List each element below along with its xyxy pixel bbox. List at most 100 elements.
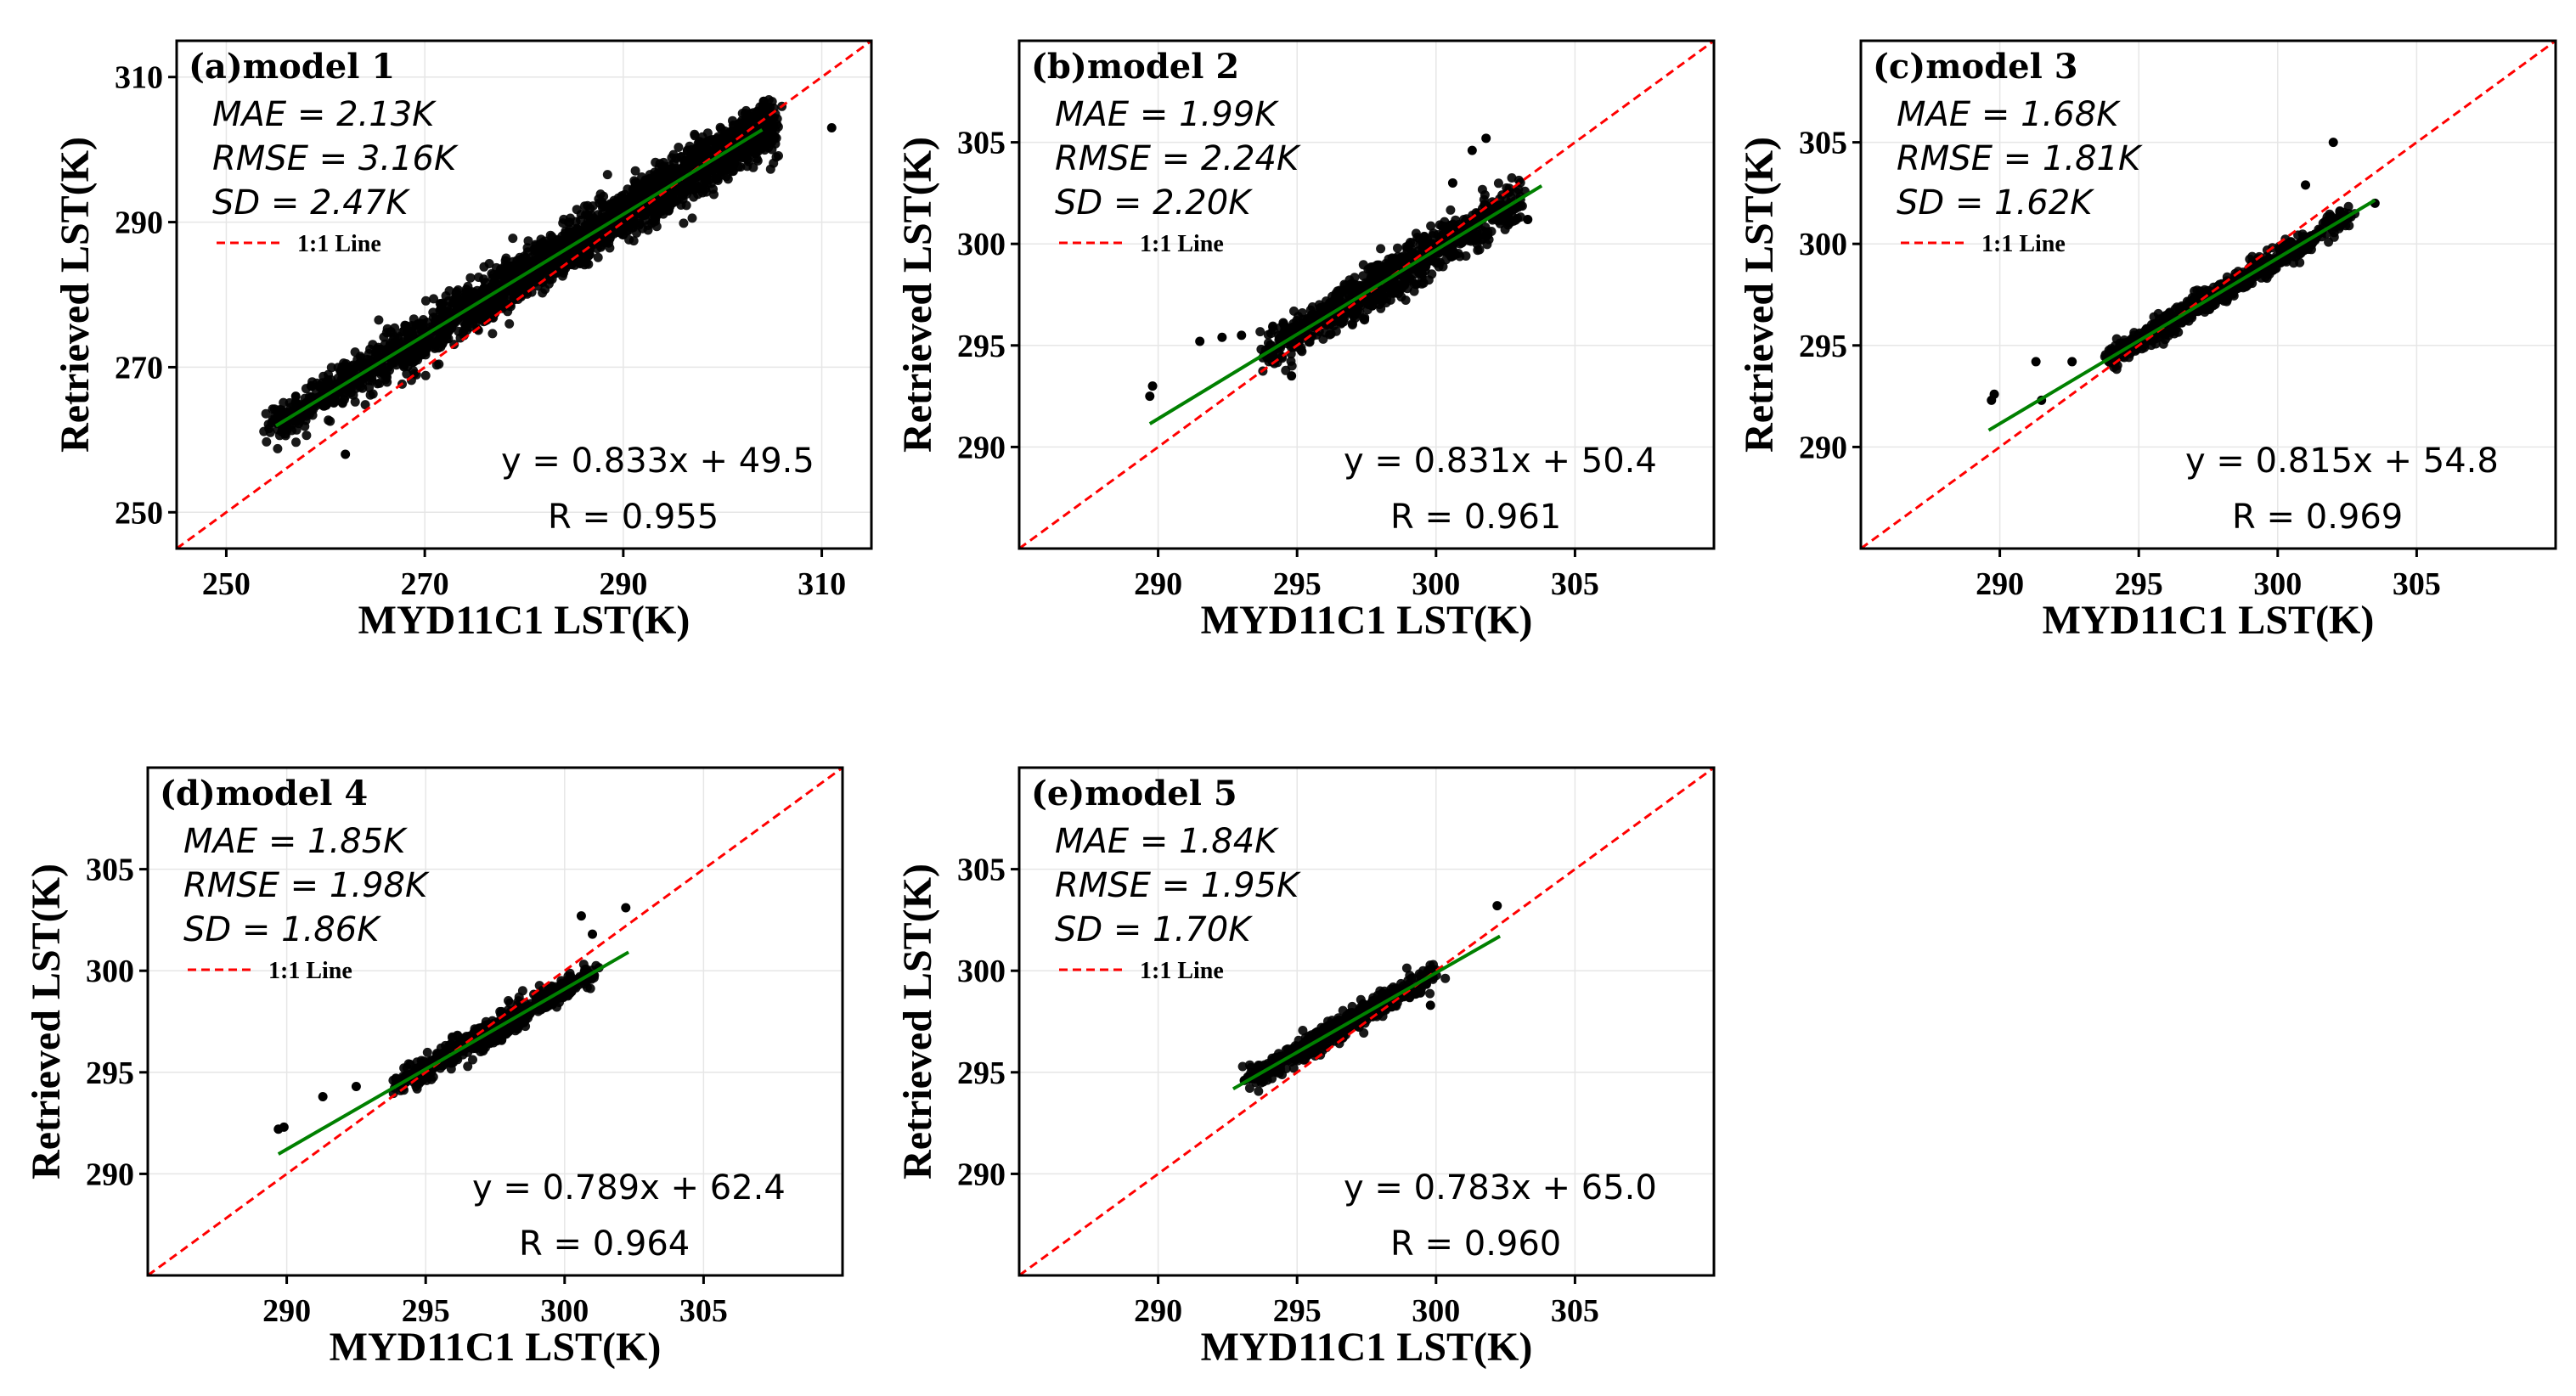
outlier-point	[290, 391, 301, 402]
data-point	[652, 210, 662, 220]
data-point	[1376, 244, 1386, 254]
data-point	[1446, 205, 1456, 215]
data-point	[416, 341, 426, 352]
data-point	[508, 256, 518, 267]
data-point	[602, 170, 612, 180]
y-tick-label: 290	[1799, 430, 1847, 465]
panel-title: (a)model 1	[189, 47, 395, 87]
data-point	[2208, 301, 2218, 311]
data-point	[1266, 329, 1276, 339]
grid-lines	[177, 41, 871, 549]
data-point	[330, 392, 340, 402]
data-point	[760, 101, 770, 110]
data-point	[581, 224, 591, 234]
y-tick-label: 270	[115, 350, 163, 386]
data-point	[471, 307, 482, 318]
data-point	[745, 115, 755, 126]
data-point	[1297, 308, 1307, 318]
x-tick-label: 300	[2253, 566, 2302, 602]
data-point	[471, 317, 482, 327]
x-tick-label: 290	[1134, 566, 1182, 602]
data-point	[348, 360, 358, 370]
outlier-point	[1237, 330, 1247, 341]
data-point	[1331, 294, 1341, 304]
data-point	[679, 218, 689, 228]
data-point	[1307, 302, 1317, 312]
data-point	[488, 329, 498, 339]
data-point	[1385, 295, 1395, 305]
y-tick-label: 300	[957, 227, 1006, 262]
data-point	[479, 262, 489, 272]
data-point	[2161, 311, 2171, 320]
data-point	[428, 341, 438, 352]
data-point	[274, 431, 285, 441]
data-point	[1347, 318, 1357, 329]
regression-equation: y = 0.833x + 49.5	[501, 442, 815, 481]
data-point	[1344, 275, 1355, 285]
data-point	[703, 149, 713, 159]
data-point	[420, 370, 431, 380]
data-point	[697, 170, 707, 180]
data-point	[326, 374, 336, 385]
data-point	[514, 1021, 524, 1031]
data-point	[1286, 349, 1296, 359]
data-point	[291, 437, 301, 448]
data-point	[1287, 361, 1297, 371]
data-point	[581, 210, 590, 220]
y-tick-label: 310	[115, 60, 163, 96]
data-point	[273, 443, 283, 453]
data-point	[696, 181, 706, 191]
data-point	[628, 236, 639, 246]
x-axis-label: MYD11C1 LST(K)	[1201, 598, 1533, 643]
data-point	[469, 290, 478, 300]
data-point	[1396, 292, 1406, 302]
data-point	[373, 379, 382, 389]
data-point	[1407, 238, 1418, 248]
data-point	[1360, 315, 1370, 325]
outlier-point	[2067, 357, 2077, 367]
scatter-points	[259, 95, 837, 459]
y-tick-label: 300	[1799, 227, 1847, 262]
data-point	[2165, 328, 2175, 338]
y-axis-label: Retrieved LST(K)	[895, 137, 940, 453]
regression-equation: y = 0.831x + 50.4	[1344, 442, 1657, 481]
data-point	[582, 258, 592, 268]
data-point	[674, 143, 684, 152]
data-point	[462, 325, 472, 335]
data-point	[1409, 286, 1419, 296]
data-point	[1280, 321, 1289, 331]
data-point	[566, 213, 575, 223]
data-point	[715, 122, 725, 132]
data-point	[769, 158, 779, 168]
rmse-stat: RMSE = 3.16K	[212, 139, 459, 178]
data-point	[1480, 190, 1490, 200]
correlation-value: R = 0.969	[2232, 498, 2403, 537]
data-point	[734, 125, 744, 135]
data-point	[693, 189, 703, 200]
data-point	[1396, 252, 1406, 262]
data-point	[540, 240, 550, 250]
data-point	[523, 236, 533, 246]
data-point	[600, 238, 610, 247]
y-tick-label: 295	[957, 329, 1006, 364]
data-point	[596, 216, 606, 225]
outlier-point	[1195, 336, 1205, 346]
data-point	[265, 427, 275, 437]
data-point	[350, 347, 360, 357]
data-point	[326, 363, 336, 373]
data-point	[582, 982, 592, 993]
sd-stat: SD = 2.20K	[1055, 183, 1253, 222]
data-point	[2203, 285, 2213, 296]
x-tick-label: 295	[2115, 566, 2163, 602]
data-point	[1474, 245, 1485, 255]
sd-stat: SD = 1.62K	[1897, 183, 2094, 222]
data-point	[262, 436, 272, 447]
data-point	[318, 378, 328, 388]
outlier-point	[2301, 180, 2311, 190]
data-point	[434, 359, 444, 369]
data-point	[337, 398, 347, 408]
x-tick-label: 270	[401, 566, 449, 602]
data-point	[417, 322, 427, 332]
